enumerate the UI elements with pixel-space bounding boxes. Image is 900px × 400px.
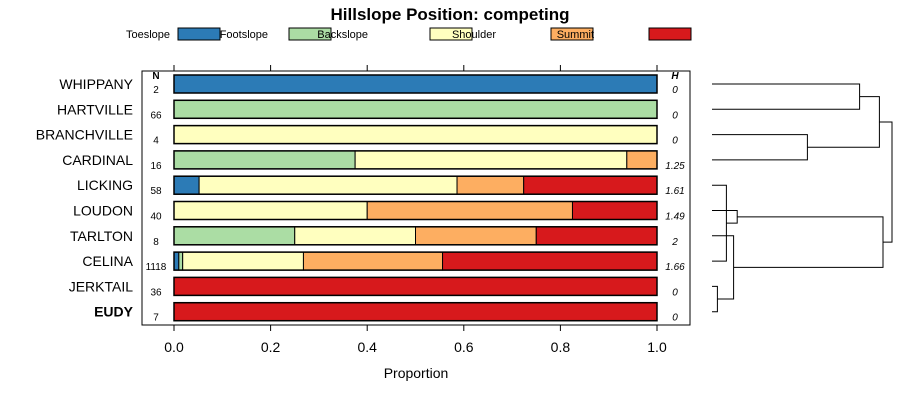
bar-celina-backslope [182, 251, 304, 271]
row-label-celina: CELINA [82, 253, 133, 269]
row-label-licking: LICKING [77, 177, 133, 193]
chart-title: Hillslope Position: competing [331, 5, 570, 24]
legend-label-toeslope: Toeslope [126, 29, 170, 41]
legend-swatch-summit [648, 27, 692, 41]
x-tick-label: 0.2 [261, 339, 281, 355]
h-value-tarlton: 2 [671, 237, 678, 248]
bar-hartville-footslope [173, 99, 658, 119]
bar-celina-shoulder [302, 251, 444, 271]
bar-licking-backslope [198, 175, 458, 195]
legend: Toeslope Footslope Backslope Shoulder Summit [126, 27, 692, 41]
bars [173, 74, 658, 322]
dendrogram-branch [733, 216, 884, 268]
h-value-cardinal: 1.25 [665, 161, 685, 172]
bar-jerktail-summit [173, 276, 658, 296]
legend-swatch-shoulder [550, 27, 594, 41]
legend-swatch-footslope [288, 27, 332, 41]
legend-swatch-toeslope [177, 27, 221, 41]
bar-outline-licking [173, 175, 658, 195]
dendrogram-branch [712, 134, 808, 161]
n-value-licking: 58 [150, 186, 162, 197]
row-label-jerktail: JERKTAIL [69, 278, 134, 294]
bar-licking-shoulder [456, 175, 525, 195]
h-value-loudon: 1.49 [665, 212, 685, 223]
row-label-loudon: LOUDON [73, 203, 133, 219]
bar-tarlton-footslope [173, 226, 296, 246]
dendrogram-branch [712, 235, 735, 300]
x-tick-label: 0.4 [357, 339, 377, 355]
bar-outline-celina [173, 251, 658, 271]
h-value-branchville: 0 [672, 136, 678, 147]
n-value-branchville: 4 [153, 136, 159, 147]
bar-licking-toeslope [173, 175, 200, 195]
bar-outline-eudy [173, 301, 658, 322]
x-tick-label: 0.6 [454, 339, 474, 355]
legend-label-summit: Summit [557, 29, 594, 41]
bar-loudon-summit [571, 201, 658, 220]
dendrogram-branch [807, 96, 880, 148]
row-label-cardinal: CARDINAL [62, 152, 133, 168]
bar-celina-footslope [178, 251, 184, 271]
bar-outline-tarlton [173, 226, 658, 246]
h-value-whippany: 0 [672, 85, 678, 96]
row-label-whippany: WHIPPANY [59, 76, 133, 92]
bar-whippany-toeslope [173, 74, 658, 94]
n-value-hartville: 66 [150, 110, 162, 121]
dendrogram-branch [712, 210, 738, 224]
bar-outline-whippany [173, 74, 658, 94]
h-value-hartville: 0 [672, 110, 678, 121]
bar-tarlton-summit [535, 226, 658, 246]
bar-outline-cardinal [173, 150, 658, 170]
bar-outline-loudon [173, 200, 658, 221]
n-value-tarlton: 8 [153, 237, 159, 248]
row-label-hartville: HARTVILLE [57, 101, 133, 117]
x-tick-label: 0.0 [164, 339, 184, 355]
row-label-tarlton: TARLTON [70, 228, 133, 244]
x-axis: 0.0 0.2 0.4 0.6 0.8 1.0 [164, 65, 667, 355]
h-value-celina: 1.66 [665, 262, 685, 273]
bar-loudon-shoulder [366, 201, 573, 220]
h-value-jerktail: 0 [672, 287, 678, 298]
bar-cardinal-shoulder [626, 150, 658, 170]
bar-loudon-backslope [173, 201, 368, 220]
bar-tarlton-shoulder [415, 226, 537, 246]
h-value-licking: 1.61 [665, 186, 684, 197]
bar-celina-summit [442, 251, 658, 271]
dendrogram-branch [712, 285, 718, 313]
bar-branchville-backslope [173, 125, 658, 145]
bar-outline-jerktail [173, 276, 658, 297]
dendrogram-branch [712, 83, 861, 110]
n-value-cardinal: 16 [150, 161, 162, 172]
plot-frame [141, 70, 691, 326]
n-value-whippany: 2 [153, 85, 159, 96]
h-value-eudy: 0 [672, 313, 678, 324]
bar-outline-branchville [173, 124, 658, 145]
legend-swatch-backslope [429, 27, 473, 41]
dendrogram-branch [712, 184, 727, 262]
bar-eudy-summit [173, 302, 658, 322]
row-label-eudy: EUDY [94, 304, 134, 320]
row-label-branchville: BRANCHVILLE [36, 127, 133, 143]
n-value-loudon: 40 [150, 212, 162, 223]
x-tick-label: 0.8 [551, 339, 571, 355]
bar-outline-hartville [173, 99, 658, 120]
dendrogram [712, 83, 893, 313]
legend-label-footslope: Footslope [220, 29, 268, 41]
n-value-celina: 1118 [146, 262, 167, 273]
legend-label-shoulder: Shoulder [452, 29, 496, 41]
n-value-jerktail: 36 [150, 287, 162, 298]
bar-tarlton-backslope [294, 226, 416, 246]
legend-label-backslope: Backslope [317, 29, 368, 41]
x-axis-title: Proportion [384, 365, 449, 381]
n-value-eudy: 7 [153, 313, 159, 324]
bar-licking-summit [523, 175, 658, 195]
bar-cardinal-footslope [173, 150, 356, 170]
dendrogram-branch [879, 121, 893, 243]
h-column-header: H [671, 71, 679, 82]
n-column-header: N [152, 71, 159, 82]
x-tick-label: 1.0 [647, 339, 667, 355]
bar-cardinal-backslope [354, 150, 628, 170]
